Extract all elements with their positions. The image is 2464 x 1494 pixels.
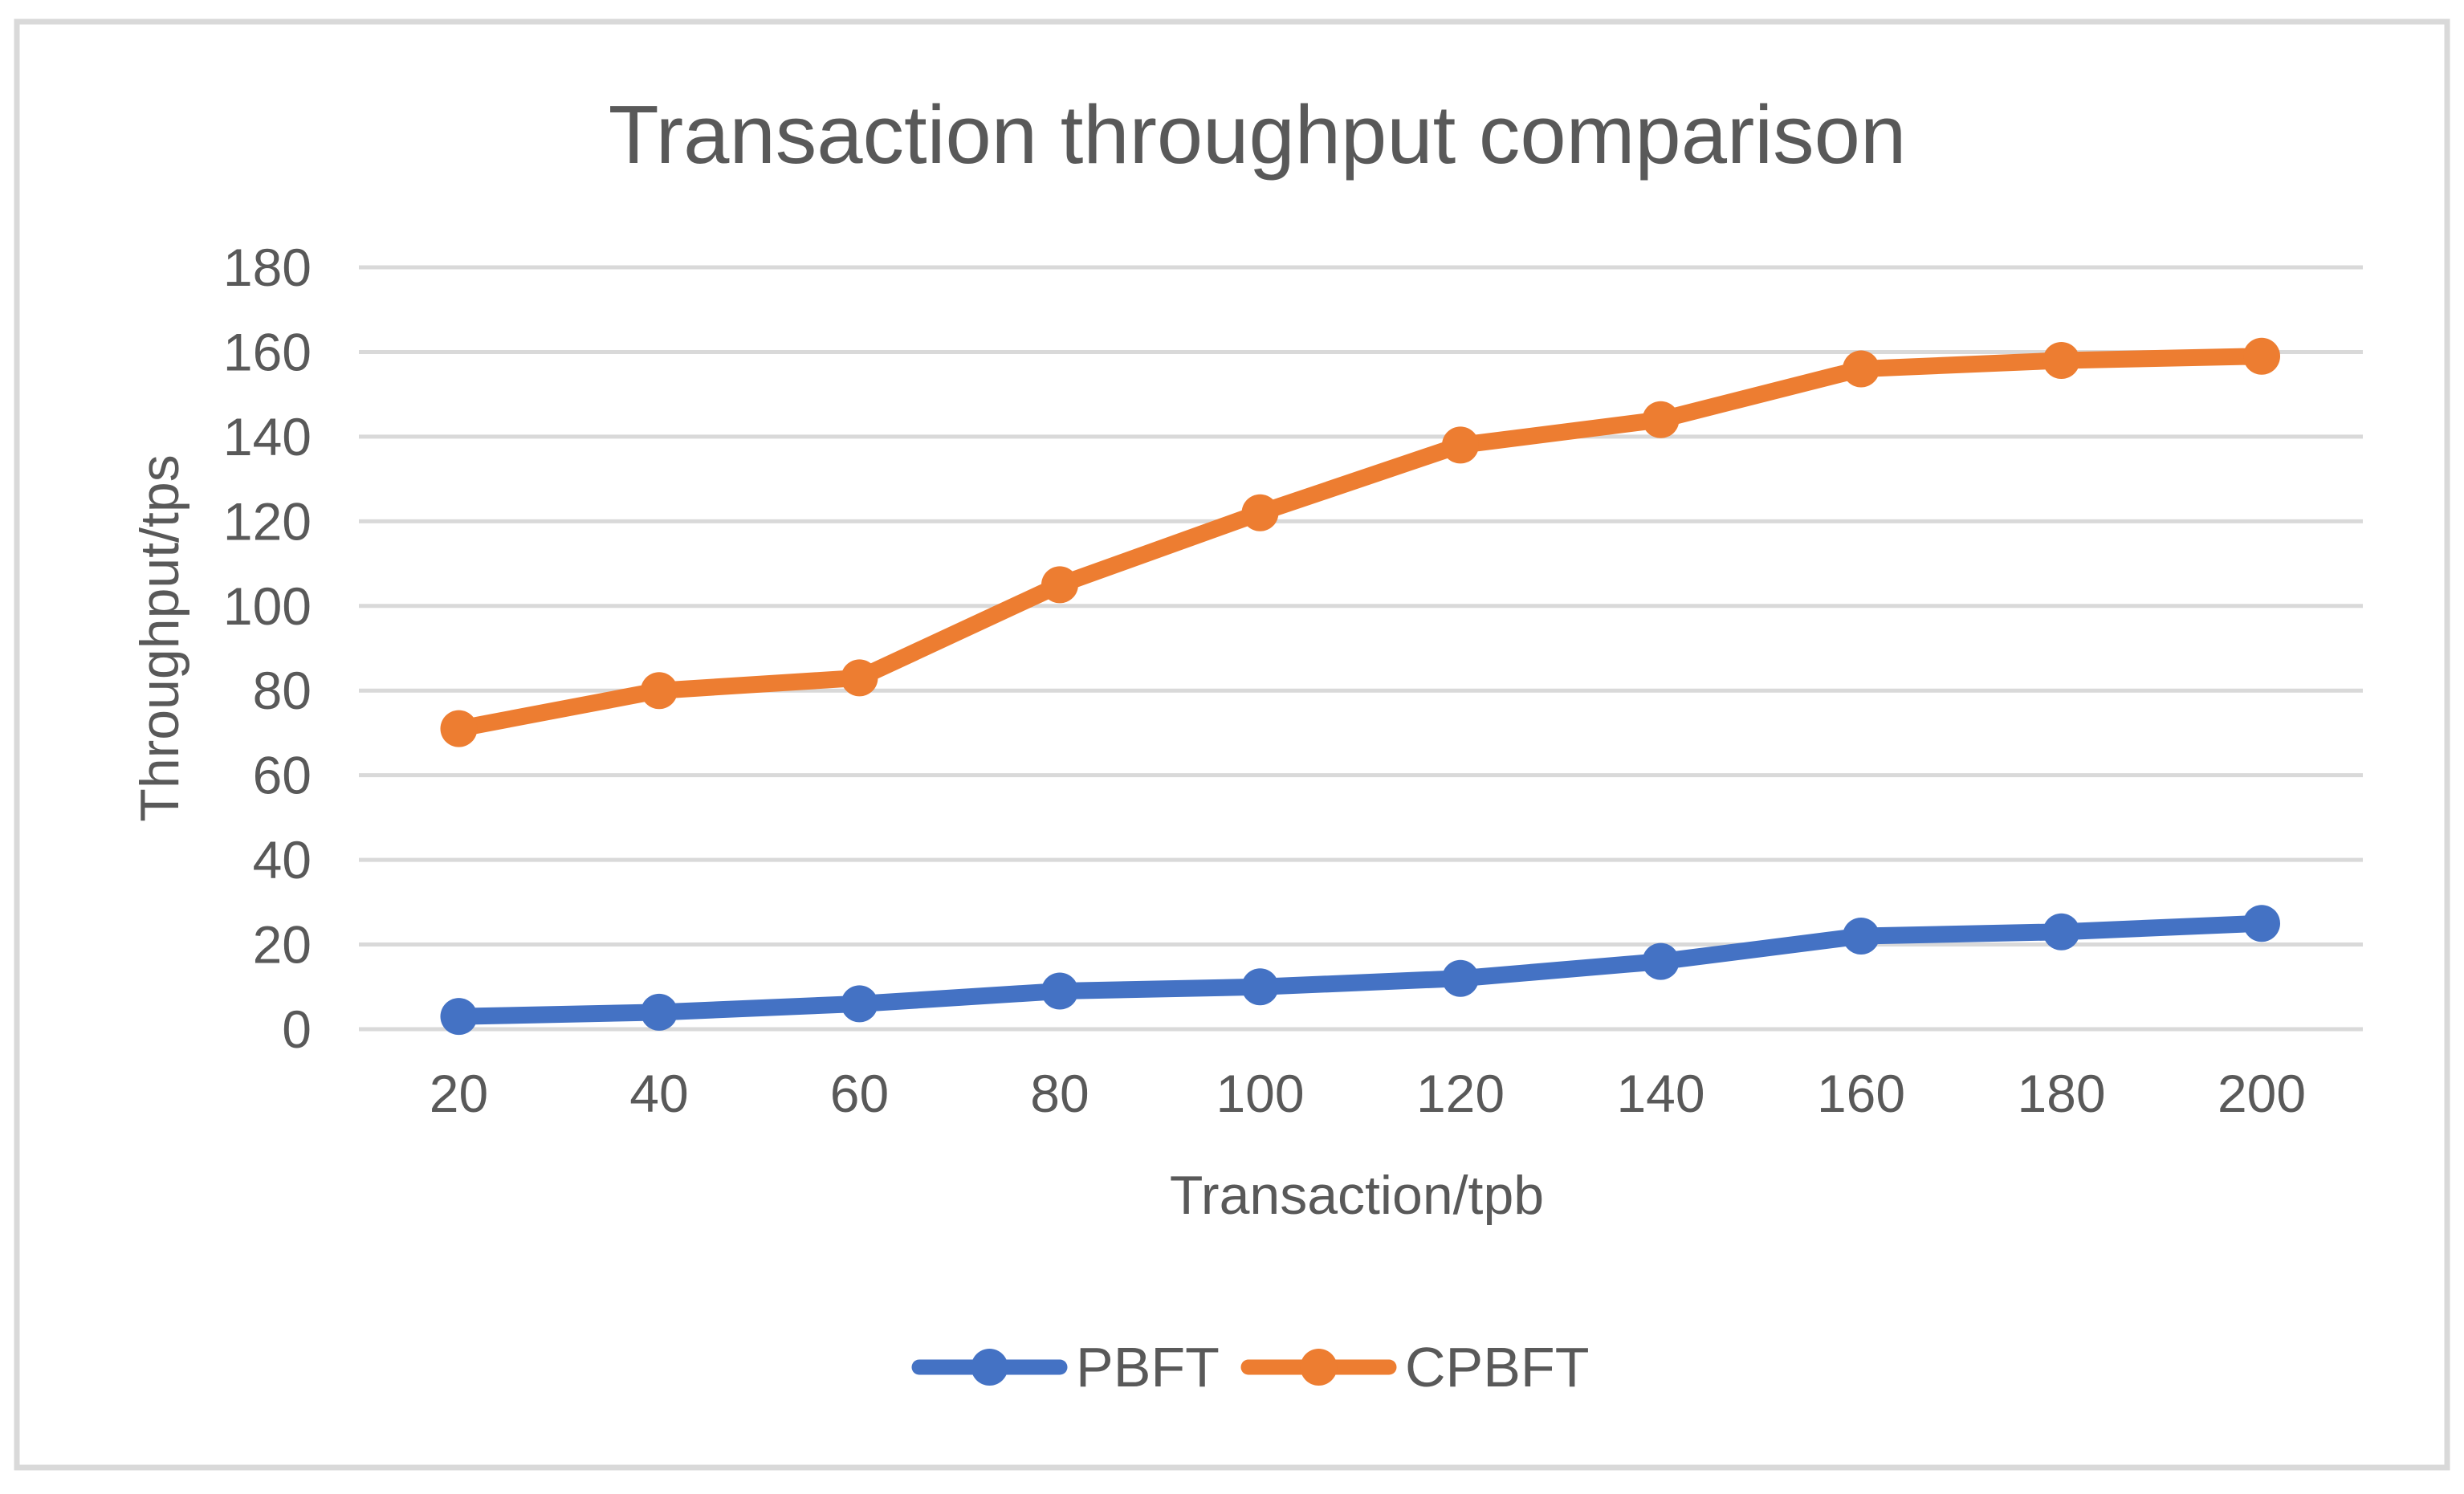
x-tick-label-40: 40	[629, 1064, 688, 1123]
x-tick-label-160: 160	[1817, 1064, 1905, 1123]
y-tick-label-80: 80	[253, 661, 312, 720]
y-tick-label-20: 20	[253, 915, 312, 975]
data-point-cpbft-x60	[841, 659, 878, 697]
legend-item-pbft: PBFT	[911, 1336, 1220, 1398]
series-plot	[440, 337, 2280, 1036]
y-tick-label-180: 180	[223, 238, 312, 297]
x-tick-label-180: 180	[2017, 1064, 2105, 1123]
legend-label-pbft: PBFT	[1076, 1336, 1220, 1398]
x-tick-label-200: 200	[2218, 1064, 2306, 1123]
data-point-pbft-x120	[1442, 959, 1479, 997]
x-axis-title: Transaction/tpb	[1170, 1165, 1544, 1226]
y-tick-label-40: 40	[253, 830, 312, 889]
data-point-pbft-x60	[841, 985, 878, 1023]
legend: PBFT CPBFT	[911, 1336, 1589, 1398]
data-point-pbft-x20	[440, 998, 478, 1036]
data-point-cpbft-x120	[1442, 426, 1479, 464]
x-tick-label-20: 20	[430, 1064, 488, 1123]
x-tick-label-60: 60	[830, 1064, 889, 1123]
data-point-cpbft-x140	[1642, 401, 1680, 438]
data-point-pbft-x180	[2042, 913, 2080, 951]
data-point-pbft-x160	[1843, 918, 1880, 955]
data-point-cpbft-x80	[1041, 566, 1078, 604]
data-point-pbft-x200	[2243, 905, 2280, 942]
legend-marker-dot-cpbft	[1300, 1349, 1338, 1386]
y-tick-labels: 0 20 40 60 80 100 120 140 160 180	[223, 238, 312, 1059]
legend-marker-dot-pbft	[971, 1349, 1008, 1386]
y-tick-label-140: 140	[223, 407, 312, 466]
legend-label-cpbft: CPBFT	[1405, 1336, 1589, 1398]
y-tick-label-120: 120	[223, 491, 312, 551]
figure-border	[14, 18, 2450, 1471]
series-line-cpbft	[450, 348, 2271, 738]
y-tick-label-100: 100	[223, 576, 312, 636]
y-tick-label-60: 60	[253, 746, 312, 805]
data-point-cpbft-x40	[641, 672, 678, 710]
data-point-cpbft-x20	[440, 710, 478, 747]
y-tick-label-0: 0	[282, 999, 312, 1059]
x-tick-label-120: 120	[1416, 1064, 1505, 1123]
x-tick-labels: 20 40 60 80 100 120 140 160 180 200	[430, 1064, 2306, 1123]
data-point-pbft-x100	[1241, 968, 1279, 1006]
x-tick-label-140: 140	[1616, 1064, 1704, 1123]
chart-title: Transaction throughput comparison	[609, 88, 1906, 181]
x-tick-label-80: 80	[1030, 1064, 1089, 1123]
x-tick-label-100: 100	[1216, 1064, 1304, 1123]
data-point-pbft-x40	[641, 993, 678, 1031]
data-point-cpbft-x160	[1843, 350, 1880, 388]
data-point-cpbft-x100	[1241, 494, 1279, 531]
data-point-cpbft-x200	[2243, 337, 2280, 375]
data-point-pbft-x140	[1642, 942, 1680, 980]
y-axis-title: Throughput/tps	[129, 454, 190, 821]
data-point-pbft-x80	[1041, 972, 1078, 1010]
legend-item-cpbft: CPBFT	[1240, 1336, 1589, 1398]
data-point-cpbft-x180	[2042, 341, 2080, 379]
series-line-pbft	[450, 914, 2271, 1025]
y-tick-label-160: 160	[223, 322, 312, 381]
